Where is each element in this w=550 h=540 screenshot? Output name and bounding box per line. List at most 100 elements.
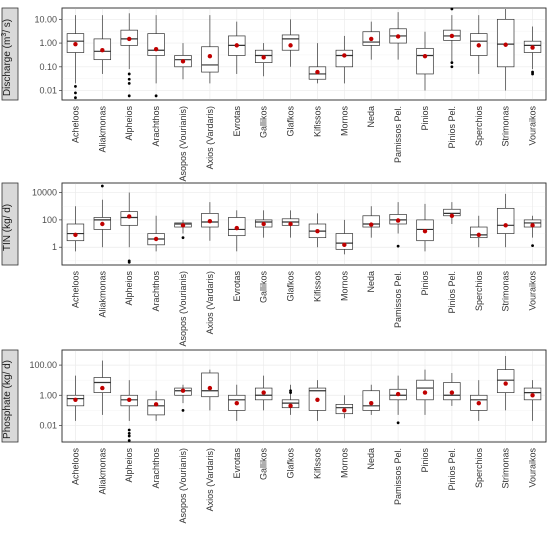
outlier-point	[127, 260, 131, 264]
mean-point	[476, 232, 481, 238]
mean-point	[73, 232, 78, 238]
mean-point	[422, 53, 428, 59]
box-pinios-pel-	[443, 372, 461, 406]
mean-point	[127, 214, 132, 219]
box-vouraikos	[523, 26, 542, 76]
x-category-label: Evrotas	[232, 106, 242, 137]
mean-point	[261, 221, 266, 227]
box-aliakmonas	[93, 15, 112, 74]
box-arachthos	[147, 215, 165, 252]
box-pamissos-pel-	[389, 375, 407, 425]
x-category-label: Pinios	[420, 271, 430, 296]
box-glafkos	[281, 19, 300, 67]
facet-strip	[1, 182, 19, 266]
y-axis-title: Phosphate (kg/ d)	[2, 360, 13, 439]
box-aliakmonas	[93, 360, 112, 415]
mean-point	[422, 228, 428, 234]
outlier-point	[450, 7, 454, 11]
x-category-label: Arachthos	[151, 271, 161, 312]
y-tick-label: 100.00	[29, 360, 57, 370]
x-category-label: Axios (Vardaris)	[205, 106, 215, 169]
iqr-box	[335, 49, 354, 68]
outlier-point	[74, 91, 77, 95]
box-pamissos-pel-	[389, 202, 407, 248]
iqr-box	[201, 372, 219, 398]
x-category-label: Glafkos	[286, 448, 296, 479]
outlier-point	[127, 82, 131, 85]
y-tick-label: 10000	[32, 188, 57, 198]
mean-point	[503, 223, 508, 228]
mean-point	[315, 69, 320, 75]
x-category-label: Pinios Pel.	[447, 448, 457, 491]
x-category-label: Asopos (Vourianis)	[178, 271, 188, 347]
x-category-label: Glafkos	[286, 106, 296, 137]
box-mornos	[335, 35, 354, 84]
panel-2: TIN (kg/ d) 1 100 10000 Acheloos Aliakmonas Al…	[1, 182, 547, 347]
iqr-box	[496, 207, 515, 234]
x-category-label: Pamissos Pel.	[393, 106, 403, 163]
box-mornos	[335, 219, 354, 255]
box-strimonas	[496, 9, 515, 91]
facet-strip	[1, 7, 19, 101]
box-sperchios	[470, 380, 488, 421]
mean-point	[476, 400, 481, 406]
mean-point	[503, 381, 508, 386]
x-category-label: Gallikos	[259, 106, 269, 139]
x-category-label: Vouraikos	[528, 271, 538, 311]
box-gallikos	[254, 375, 273, 411]
outlier-point	[531, 244, 534, 248]
x-category-label: Neda	[366, 271, 376, 293]
mean-point	[234, 400, 239, 406]
outlier-point	[396, 421, 400, 425]
x-category-label: Asopos (Vourianis)	[178, 106, 188, 182]
outlier-point	[181, 236, 185, 240]
box-arachthos	[147, 390, 165, 421]
outlier-point	[127, 77, 131, 81]
x-category-label: Aliakmonas	[97, 106, 107, 153]
x-category-label: Pamissos Pel.	[393, 271, 403, 328]
mean-point	[288, 43, 293, 48]
outlier-point	[74, 84, 77, 88]
outlier-point	[127, 439, 131, 442]
x-category-label: Strimonas	[501, 106, 511, 147]
box-alpheios	[120, 13, 138, 98]
mean-point	[153, 402, 159, 407]
mean-point	[207, 53, 213, 59]
outlier-point	[289, 391, 292, 395]
mean-point	[342, 53, 347, 58]
x-category-label: Gallikos	[259, 271, 269, 304]
x-category-label: Evrotas	[232, 271, 242, 302]
x-category-label: Sperchios	[474, 448, 484, 489]
box-acheloos	[66, 206, 85, 252]
y-axis-title: TIN (kg/ d)	[2, 204, 13, 251]
box-evrotas	[228, 210, 246, 252]
box-alpheios	[120, 192, 138, 264]
x-category-label: Axios (Vardaris)	[205, 448, 215, 511]
box-neda	[362, 21, 380, 60]
iqr-box	[335, 233, 354, 250]
mean-point	[73, 41, 78, 47]
x-category-label: Sperchios	[474, 106, 484, 147]
y-tick-label: 1	[52, 242, 57, 252]
mean-point	[422, 390, 428, 395]
outlier-point	[74, 96, 77, 100]
box-alpheios	[120, 380, 138, 442]
mean-point	[395, 391, 401, 397]
x-category-label: Kifissos	[312, 106, 322, 138]
x-category-label: Alpheios	[124, 448, 134, 483]
x-category-label: Mornos	[339, 106, 349, 137]
box-neda	[362, 206, 380, 238]
x-category-label: Vouraikos	[528, 448, 538, 488]
y-axis-title-superscript: 3	[1, 33, 8, 37]
x-category-label: Pinios	[420, 106, 430, 131]
iqr-box	[416, 379, 434, 401]
x-category-label: Pinios Pel.	[447, 271, 457, 314]
box-asopos-vourianis-	[174, 384, 192, 412]
box-gallikos	[254, 210, 273, 238]
box-axios-vardaris-	[201, 202, 219, 241]
mean-point	[369, 222, 374, 227]
x-category-label: Strimonas	[501, 448, 511, 489]
x-category-label: Arachthos	[151, 448, 161, 489]
mean-point	[503, 42, 508, 47]
x-category-label: Pinios	[420, 448, 430, 473]
